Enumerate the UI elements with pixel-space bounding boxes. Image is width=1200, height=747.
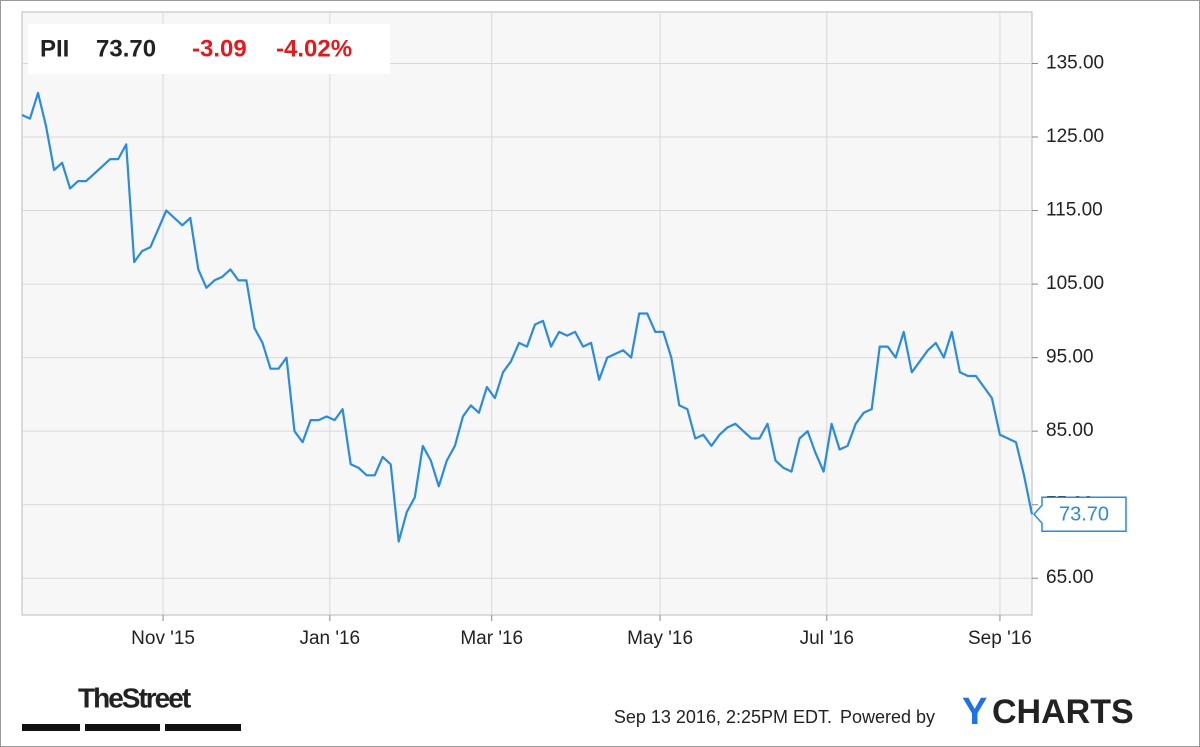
timestamp: Sep 13 2016, 2:25PM EDT. (614, 707, 832, 727)
y-tick-label: 115.00 (1046, 200, 1103, 221)
powered-by: Powered by (840, 707, 935, 727)
last-price-callout (1032, 496, 1127, 533)
price-line (21, 91, 1034, 543)
y-tick-label: 125.00 (1046, 126, 1104, 147)
x-tick-label: Nov '15 (131, 628, 195, 649)
logo-bar (165, 724, 241, 731)
series (21, 91, 1034, 543)
price: 73.70 (96, 35, 156, 62)
grid (22, 12, 1038, 621)
y-tick-label: 95.00 (1046, 347, 1094, 368)
y-tick-label: 85.00 (1046, 420, 1094, 441)
x-tick-label: Jan '16 (299, 628, 360, 649)
logo-bar (85, 724, 160, 731)
y-tick-label: 135.00 (1046, 52, 1104, 73)
change-pct: -4.02% (276, 35, 352, 62)
plot-area (21, 11, 1033, 616)
ticker: PII (40, 35, 69, 62)
source-logo: TheStreet (78, 682, 191, 713)
y-tick-label: 105.00 (1046, 273, 1104, 294)
logo-bar (22, 724, 80, 731)
x-tick-label: Jul '16 (800, 628, 854, 649)
x-tick-label: Mar '16 (460, 628, 523, 649)
last-price-label: 73.70 (1059, 504, 1109, 526)
x-tick-label: May '16 (627, 628, 693, 649)
x-tick-label: Sep '16 (968, 628, 1032, 649)
change: -3.09 (192, 35, 247, 62)
brand-rest: CHARTS (992, 693, 1134, 731)
brand-y: Y (962, 691, 987, 733)
y-tick-label: 65.00 (1046, 567, 1094, 588)
header-box (28, 24, 390, 74)
